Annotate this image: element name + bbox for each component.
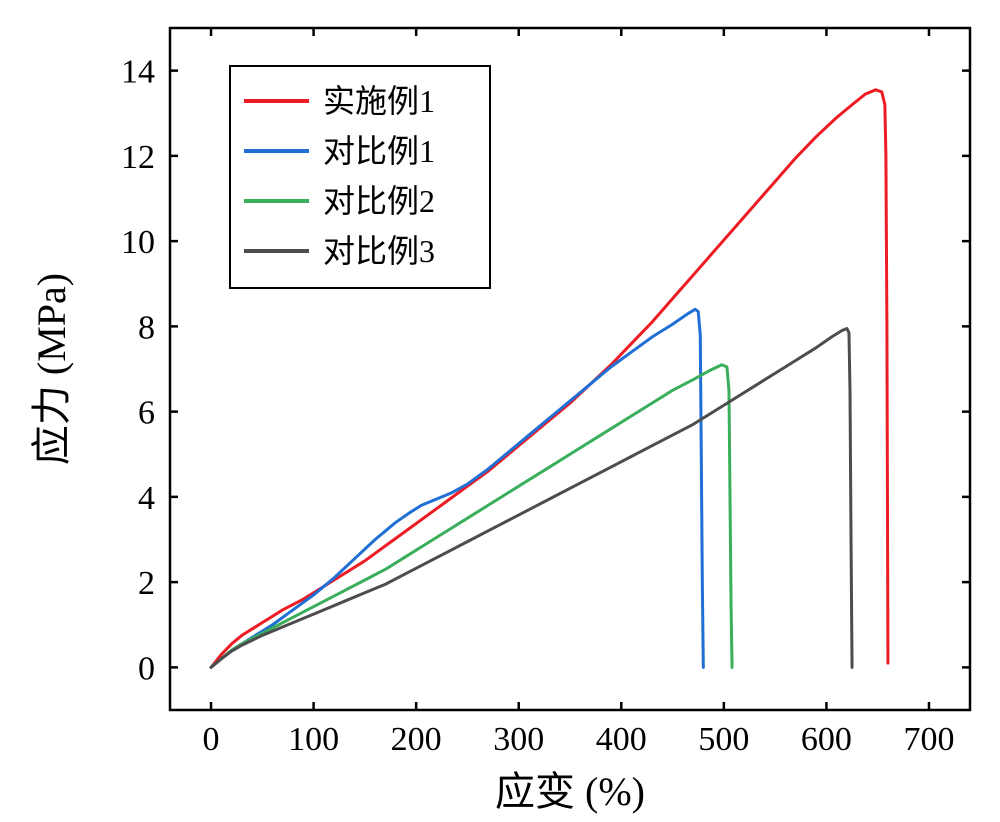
legend-label: 对比例2 (323, 183, 435, 219)
x-tick-label: 500 (698, 721, 749, 758)
chart-container: 0 100 200 300 400 500 600 700 0 2 4 6 8 10 12 14 应变 (%) 应… (0, 0, 1000, 822)
y-tick-label: 10 (121, 224, 155, 261)
legend-label: 对比例1 (323, 133, 435, 169)
y-tick-label: 0 (138, 650, 155, 687)
legend-label: 对比例3 (323, 233, 435, 269)
x-tick-label: 400 (596, 721, 647, 758)
x-tick-label: 0 (203, 721, 220, 758)
stress-strain-chart: 0 100 200 300 400 500 600 700 0 2 4 6 8 10 12 14 应变 (%) 应… (0, 0, 1000, 822)
x-tick-label: 200 (391, 721, 442, 758)
y-tick-label: 12 (121, 139, 155, 176)
x-tick-label: 100 (288, 721, 339, 758)
legend-label: 实施例1 (323, 83, 435, 119)
x-tick-label: 700 (903, 721, 954, 758)
x-tick-label: 300 (493, 721, 544, 758)
y-tick-label: 4 (138, 480, 155, 517)
y-tick-label: 8 (138, 309, 155, 346)
y-tick-label: 14 (121, 54, 155, 91)
x-axis-title: 应变 (%) (495, 769, 645, 814)
x-tick-label: 600 (801, 721, 852, 758)
y-axis-title: 应力 (MPa) (29, 273, 74, 465)
y-tick-label: 6 (138, 395, 155, 432)
y-tick-label: 2 (138, 565, 155, 602)
